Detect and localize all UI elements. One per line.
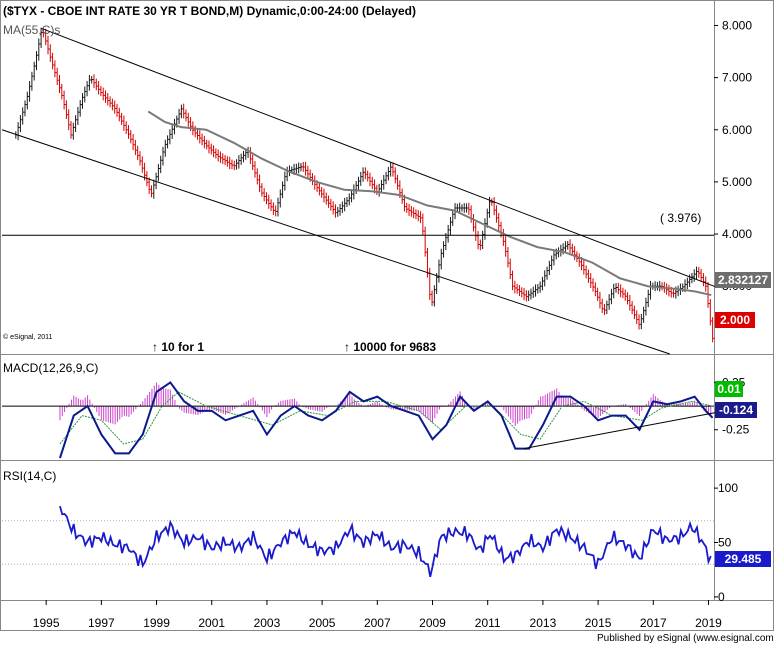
x-tick-label: 2009	[419, 616, 446, 630]
rsi-tick-label: 50	[718, 536, 732, 550]
x-tick-label: 2019	[695, 616, 722, 630]
ma-value-badge	[715, 272, 771, 288]
split-annotation-2: ↑ 10000 for 9683	[344, 340, 436, 354]
macd-label: MACD(12,26,9,C)	[3, 361, 98, 375]
macd-signal-line	[59, 391, 713, 445]
macd-value-text: 0.01	[717, 382, 741, 396]
chart-title: ($TYX - CBOE INT RATE 30 YR T BOND,M) Dy…	[3, 4, 416, 18]
x-tick-label: 2013	[530, 616, 557, 630]
x-tick-label: 2011	[475, 616, 501, 630]
x-tick-label: 2017	[640, 616, 667, 630]
price-tick-label: 7.000	[722, 71, 752, 85]
x-tick-label: 2001	[198, 616, 225, 630]
channel-lower-line	[1, 129, 671, 355]
price-bars	[15, 28, 715, 343]
signal-value-badge	[715, 402, 757, 418]
rsi-axis: 100 50 0	[714, 481, 738, 604]
x-tick-label: 2003	[254, 616, 281, 630]
rsi-tick-label: 100	[718, 481, 738, 495]
x-tick-label: 1999	[143, 616, 170, 630]
rsi-tick-label: 0	[718, 590, 725, 604]
price-tick-label: 5.000	[722, 175, 752, 189]
level-label: ( 3.976)	[660, 211, 701, 225]
footer: Published by eSignal (www.esignal.com)	[597, 633, 774, 644]
macd-histogram	[59, 382, 712, 426]
rsi-value-text: 29.485	[725, 552, 762, 566]
outer-frame	[0, 0, 774, 631]
watermark: © eSignal, 2011	[3, 333, 53, 341]
ma-label: MA(55,C)s	[3, 23, 60, 37]
ma-55-line	[147, 110, 712, 297]
price-tick-label: 4.000	[722, 227, 752, 241]
x-axis: 1995 1997 1999 2001 2003 2005 2007 2009 2011 2013…	[33, 600, 722, 630]
rsi-value-badge	[715, 551, 771, 567]
last-price-badge	[715, 312, 755, 328]
x-tick-label: 1997	[88, 616, 115, 630]
x-tick-label: 1995	[33, 616, 60, 630]
rsi-line	[59, 505, 712, 578]
rsi-label: RSI(14,C)	[3, 469, 56, 483]
ma-value-text: 2.832127	[718, 273, 768, 287]
macd-trendline	[523, 405, 750, 450]
x-tick-label: 2007	[364, 616, 391, 630]
x-tick-label: 2015	[585, 616, 612, 630]
x-tick-label: 2005	[309, 616, 336, 630]
price-tick-label: 6.000	[722, 123, 752, 137]
last-price-text: 2.000	[720, 313, 750, 327]
price-tick-label: 8.000	[722, 18, 752, 32]
macd-tick-label: -0.25	[722, 423, 750, 437]
channel-upper-line	[40, 27, 715, 287]
split-annotation-1: ↑ 10 for 1	[152, 340, 204, 354]
signal-value-text: -0.124	[719, 403, 753, 417]
macd-value-badge	[715, 381, 743, 397]
chart-frames	[0, 0, 774, 631]
macd-line	[59, 381, 714, 459]
